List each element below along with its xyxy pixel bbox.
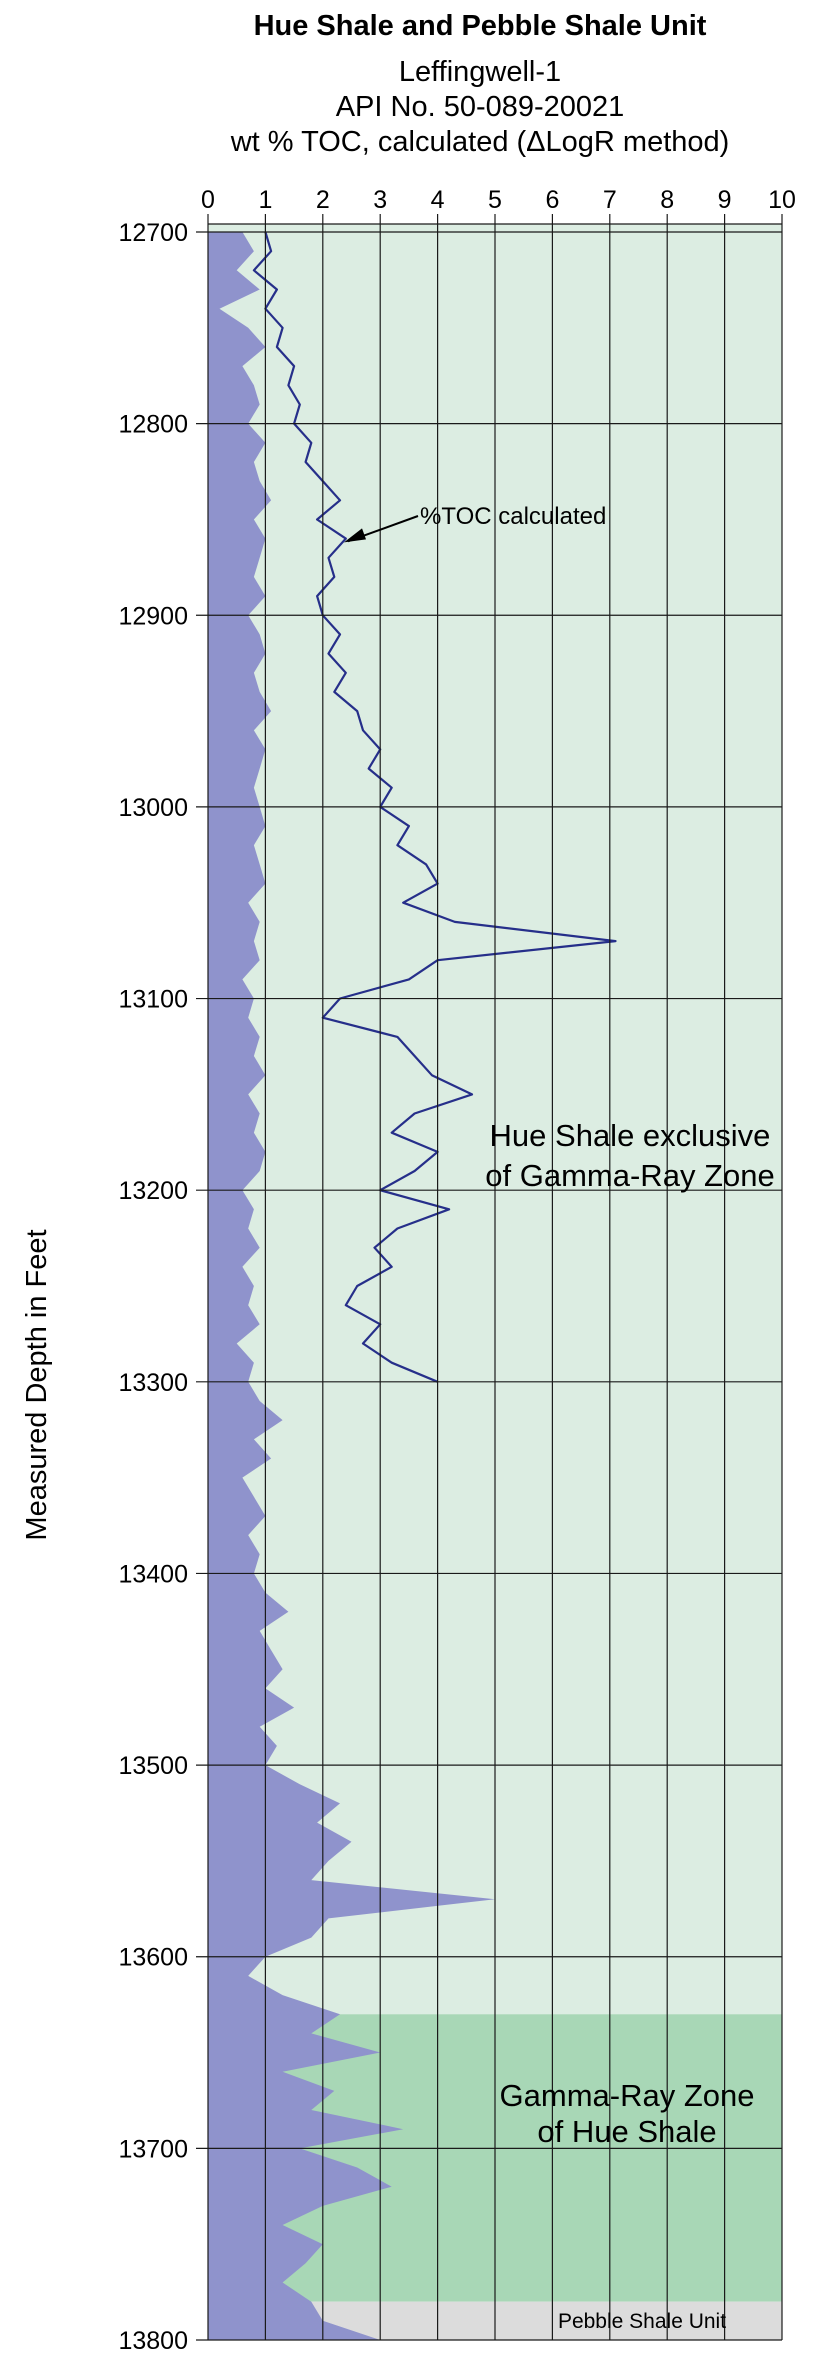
y-axis-label: Measured Depth in Feet <box>21 1229 53 1540</box>
y-tick-label-3: 13000 <box>118 794 188 822</box>
grid-layer <box>196 223 783 2341</box>
series-area-0 <box>208 232 495 2340</box>
x-tick-label-9: 9 <box>718 186 732 214</box>
y-tick-label-9: 13600 <box>118 1944 188 1972</box>
hue-shale-label-line2: of Gamma-Ray Zone <box>485 1158 774 1193</box>
toc-arrow-head <box>344 528 367 543</box>
chart-subtitle-metric: wt % TOC, calculated (ΔLogR method) <box>230 126 730 158</box>
x-tick-label-1: 1 <box>258 186 272 214</box>
y-tick-label-4: 13100 <box>118 986 188 1014</box>
x-tick-label-6: 6 <box>545 186 559 214</box>
y-tick-label-7: 13400 <box>118 1560 188 1588</box>
y-tick-label-6: 13300 <box>118 1369 188 1397</box>
chart-subtitle-api: API No. 50-089-20021 <box>335 91 625 123</box>
x-tick-label-5: 5 <box>488 186 502 214</box>
y-tick-label-0: 12700 <box>118 219 188 247</box>
chart-subtitle-well: Leffingwell-1 <box>398 56 562 88</box>
x-tick-label-4: 4 <box>431 186 445 214</box>
toc-annotation-label: %TOC calculated <box>420 503 606 530</box>
hue-shale-label-line1: Hue Shale exclusive <box>490 1118 771 1153</box>
gamma-ray-zone-label-line2: of Hue Shale <box>537 2114 716 2149</box>
y-tick-label-5: 13200 <box>118 1177 188 1205</box>
y-tick-label-10: 13700 <box>118 2135 188 2163</box>
x-tick-label-8: 8 <box>660 186 674 214</box>
y-tick-label-1: 12800 <box>118 411 188 439</box>
x-tick-label-2: 2 <box>316 186 330 214</box>
tick-layer: 0 1 2 3 4 5 6 7 8 9 10 12700 12800 12900 13000 13100 132… <box>118 186 795 2355</box>
y-tick-label-11: 13800 <box>118 2327 188 2355</box>
y-tick-label-8: 13500 <box>118 1752 188 1780</box>
gamma-ray-zone-label-line1: Gamma-Ray Zone <box>500 2078 755 2113</box>
pebble-shale-label: Pebble Shale Unit <box>558 2310 726 2333</box>
chart-title: Hue Shale and Pebble Shale Unit <box>253 10 707 42</box>
x-tick-label-7: 7 <box>603 186 617 214</box>
annotation-layer: Measured Depth in Feet %TOC calculated Hue… <box>21 503 775 2333</box>
x-tick-label-0: 0 <box>201 186 215 214</box>
x-tick-label-10: 10 <box>768 186 796 214</box>
x-tick-label-3: 3 <box>373 186 387 214</box>
y-tick-label-2: 12900 <box>118 602 188 630</box>
